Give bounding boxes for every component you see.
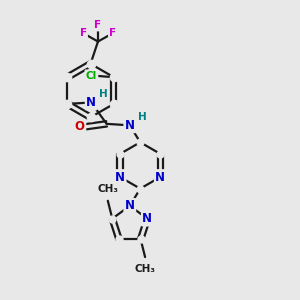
Text: N: N	[125, 119, 135, 132]
Text: F: F	[94, 20, 101, 30]
Text: Cl: Cl	[86, 71, 97, 81]
Text: N: N	[115, 170, 125, 184]
Text: O: O	[75, 120, 85, 133]
Text: F: F	[80, 28, 87, 38]
Text: F: F	[109, 28, 116, 38]
Text: N: N	[142, 212, 152, 225]
Text: H: H	[138, 112, 147, 122]
Text: H: H	[99, 89, 108, 99]
Text: N: N	[155, 170, 165, 184]
Text: N: N	[125, 200, 135, 212]
Text: N: N	[86, 96, 96, 109]
Text: CH₃: CH₃	[135, 264, 156, 274]
Text: CH₃: CH₃	[97, 184, 118, 194]
